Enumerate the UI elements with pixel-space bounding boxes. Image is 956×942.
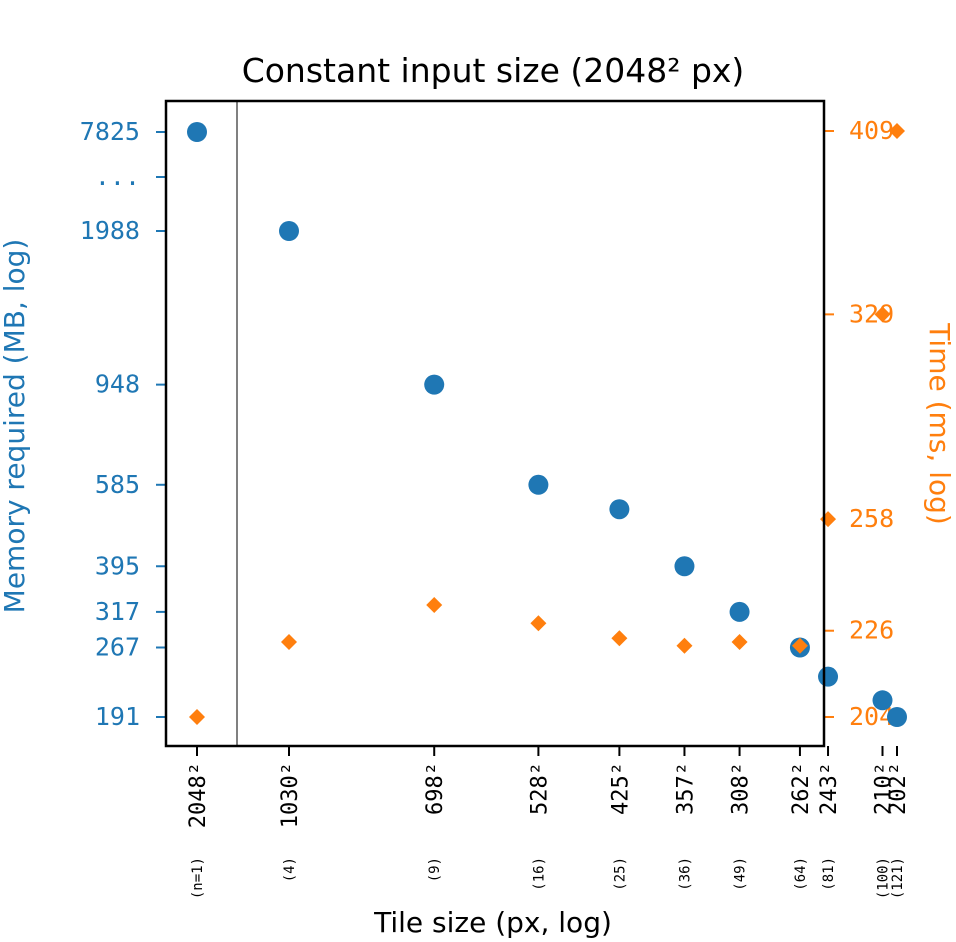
left-tick-label: 948: [95, 370, 140, 399]
left-tick-label: 585: [95, 470, 140, 499]
time-point: [889, 123, 905, 139]
left-tick-label: ...: [95, 162, 140, 191]
memory-point: [674, 556, 695, 577]
time-point: [731, 633, 748, 650]
tile-count-label: (121): [890, 857, 906, 899]
tile-count-label: (49): [733, 857, 749, 891]
left-axis-label: Memory required (MB, log): [0, 239, 31, 614]
memory-point: [818, 666, 839, 687]
time-point: [676, 637, 693, 654]
x-tick-label: 243²: [817, 762, 842, 815]
time-point: [530, 615, 547, 632]
time-point: [791, 637, 808, 654]
tile-count-label: (4): [282, 857, 298, 882]
memory-point: [187, 122, 207, 142]
time-point: [281, 633, 297, 650]
x-tick-label: 210²: [872, 762, 897, 815]
left-tick-label: 1988: [80, 216, 140, 245]
x-tick-label: 698²: [423, 762, 448, 815]
time-point: [426, 597, 443, 614]
plot-frame: [164, 99, 826, 748]
left-tick-label: 267: [95, 633, 140, 662]
memory-point: [729, 601, 750, 622]
memory-point: [609, 499, 630, 520]
memory-point: [528, 474, 549, 495]
time-point: [611, 630, 628, 647]
memory-point: [887, 707, 907, 727]
left-tick-label: 317: [95, 597, 140, 626]
x-tick-label: 1030²: [278, 762, 303, 828]
memory-point: [279, 221, 299, 241]
right-tick-label: 409: [849, 116, 894, 145]
tile-count-label: (n=1): [190, 857, 206, 899]
x-tick-label: 357²: [673, 762, 698, 815]
x-tick-label: 2048²: [186, 762, 211, 828]
x-tick-label: 308²: [729, 762, 754, 815]
tile-count-label: (100): [876, 857, 892, 899]
right-tick-label: 258: [849, 504, 894, 533]
left-tick-label: 7825: [80, 117, 140, 146]
tile-count-label: (9): [427, 857, 443, 882]
tile-count-label: (16): [531, 857, 547, 891]
memory-point: [872, 690, 893, 711]
time-point: [874, 306, 891, 323]
x-tick-label: 202²: [886, 762, 911, 815]
tile-count-label: (81): [821, 857, 837, 891]
tile-count-label: (64): [793, 857, 809, 891]
x-tick-label: 262²: [789, 762, 814, 815]
time-point: [820, 511, 837, 528]
x-tick-label: 425²: [608, 762, 633, 815]
left-tick-label: 191: [95, 702, 140, 731]
chart-title: Constant input size (2048² px): [242, 51, 745, 90]
memory-point: [424, 374, 445, 395]
x-tick-label: 528²: [527, 762, 552, 815]
tile-count-label: (25): [612, 857, 628, 891]
time-point: [189, 709, 205, 725]
x-axis-label: Tile size (px, log): [373, 906, 612, 939]
tile-count-label: (36): [677, 857, 693, 891]
left-tick-label: 395: [95, 551, 140, 580]
right-tick-label: 226: [849, 616, 894, 645]
right-axis-label: Time (ms, log): [923, 322, 956, 525]
